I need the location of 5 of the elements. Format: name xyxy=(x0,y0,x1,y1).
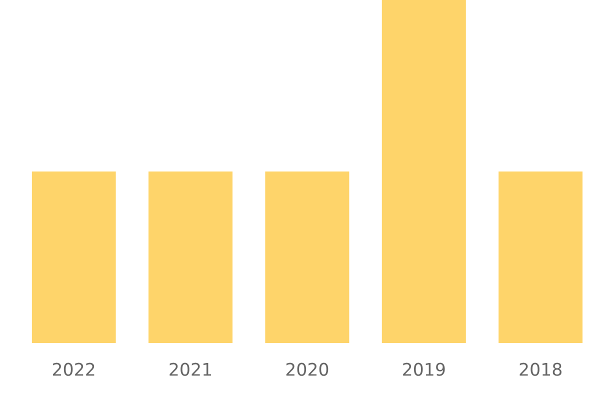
x-tick-label: 2019 xyxy=(403,362,445,376)
x-tick-label: 2022 xyxy=(52,362,94,376)
x-tick-label: 2018 xyxy=(520,362,562,376)
x-tick-label: 2020 xyxy=(286,362,328,376)
x-tick-label: 2021 xyxy=(170,362,211,376)
